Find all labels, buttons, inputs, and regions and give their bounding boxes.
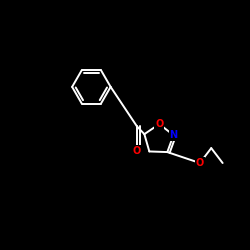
Text: O: O <box>155 119 164 129</box>
Text: O: O <box>196 158 204 168</box>
Text: O: O <box>133 146 141 156</box>
Text: N: N <box>170 130 177 140</box>
